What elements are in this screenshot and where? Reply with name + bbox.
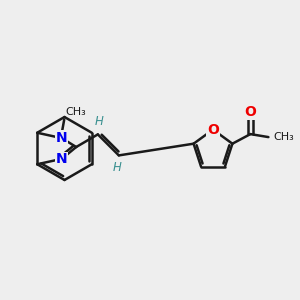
Text: O: O <box>207 123 219 136</box>
Text: CH₃: CH₃ <box>65 106 86 116</box>
Text: CH₃: CH₃ <box>274 132 295 142</box>
Text: O: O <box>244 106 256 119</box>
Text: H: H <box>113 161 122 174</box>
Text: N: N <box>56 130 68 145</box>
Text: N: N <box>56 152 68 167</box>
Text: H: H <box>95 116 104 128</box>
